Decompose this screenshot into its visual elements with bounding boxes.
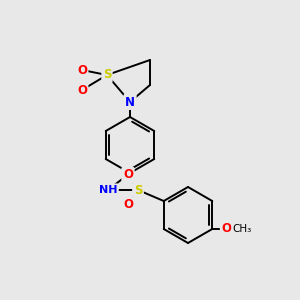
Text: O: O xyxy=(77,83,87,97)
Text: CH₃: CH₃ xyxy=(232,224,252,234)
Text: O: O xyxy=(123,199,133,212)
Text: NH: NH xyxy=(99,185,117,195)
Text: O: O xyxy=(123,199,133,212)
Text: O: O xyxy=(123,169,133,182)
Text: O: O xyxy=(123,169,133,182)
Text: N: N xyxy=(125,95,135,109)
Text: NH: NH xyxy=(99,185,117,195)
Text: O: O xyxy=(77,64,87,76)
Text: S: S xyxy=(134,184,142,196)
Text: S: S xyxy=(103,68,111,82)
Text: N: N xyxy=(125,95,135,109)
Text: O: O xyxy=(221,223,231,236)
Text: S: S xyxy=(134,184,142,196)
